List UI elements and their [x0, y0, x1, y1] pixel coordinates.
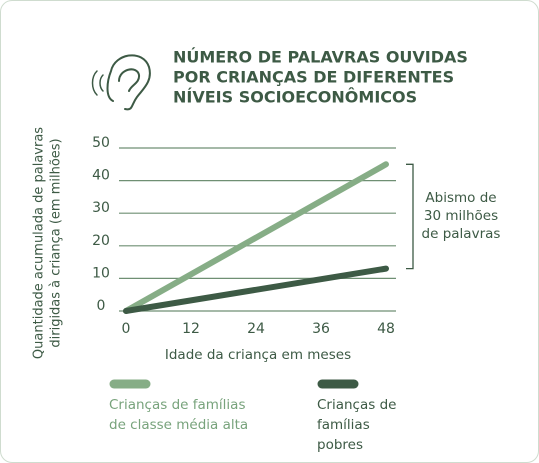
annotation: Abismo de: [425, 190, 496, 206]
x-tick-label: 48: [377, 321, 395, 337]
annotation: 30 milhões: [424, 208, 498, 224]
series-line: [123, 265, 389, 314]
ear-icon: [91, 54, 151, 111]
legend-label: Crianças de famílias pobres: [317, 397, 397, 453]
legend-label: Crianças de famílias de classe média alt…: [109, 397, 249, 433]
x-tick-label: 36: [312, 321, 330, 337]
x-tick-label: 0: [122, 321, 131, 337]
y-tick-label: 50: [92, 135, 110, 151]
x-axis-label: Idade da criança em meses: [165, 347, 351, 363]
y-tick-label: 20: [92, 233, 110, 249]
chart-title: NÍVEIS SOCIOECONÔMICOS: [173, 88, 417, 107]
chart-title: POR CRIANÇAS DE DIFERENTES: [173, 68, 454, 87]
series-line: [123, 161, 389, 314]
y-tick-label: 30: [92, 200, 110, 216]
y-axis-label: Quantidade acumulada de palavras: [32, 127, 47, 359]
bracket: [406, 163, 414, 270]
annotation: de palavras: [422, 226, 501, 242]
y-tick-label: 0: [97, 298, 106, 314]
x-tick-label: 24: [247, 321, 265, 337]
x-tick-label: 12: [182, 321, 200, 337]
y-axis-label: dirigidas à criança (em milhões): [49, 138, 64, 347]
chart-title: NÚMERO DE PALAVRAS OUVIDAS: [173, 48, 468, 67]
y-tick-label: 40: [92, 168, 110, 184]
y-tick-label: 10: [92, 265, 110, 281]
